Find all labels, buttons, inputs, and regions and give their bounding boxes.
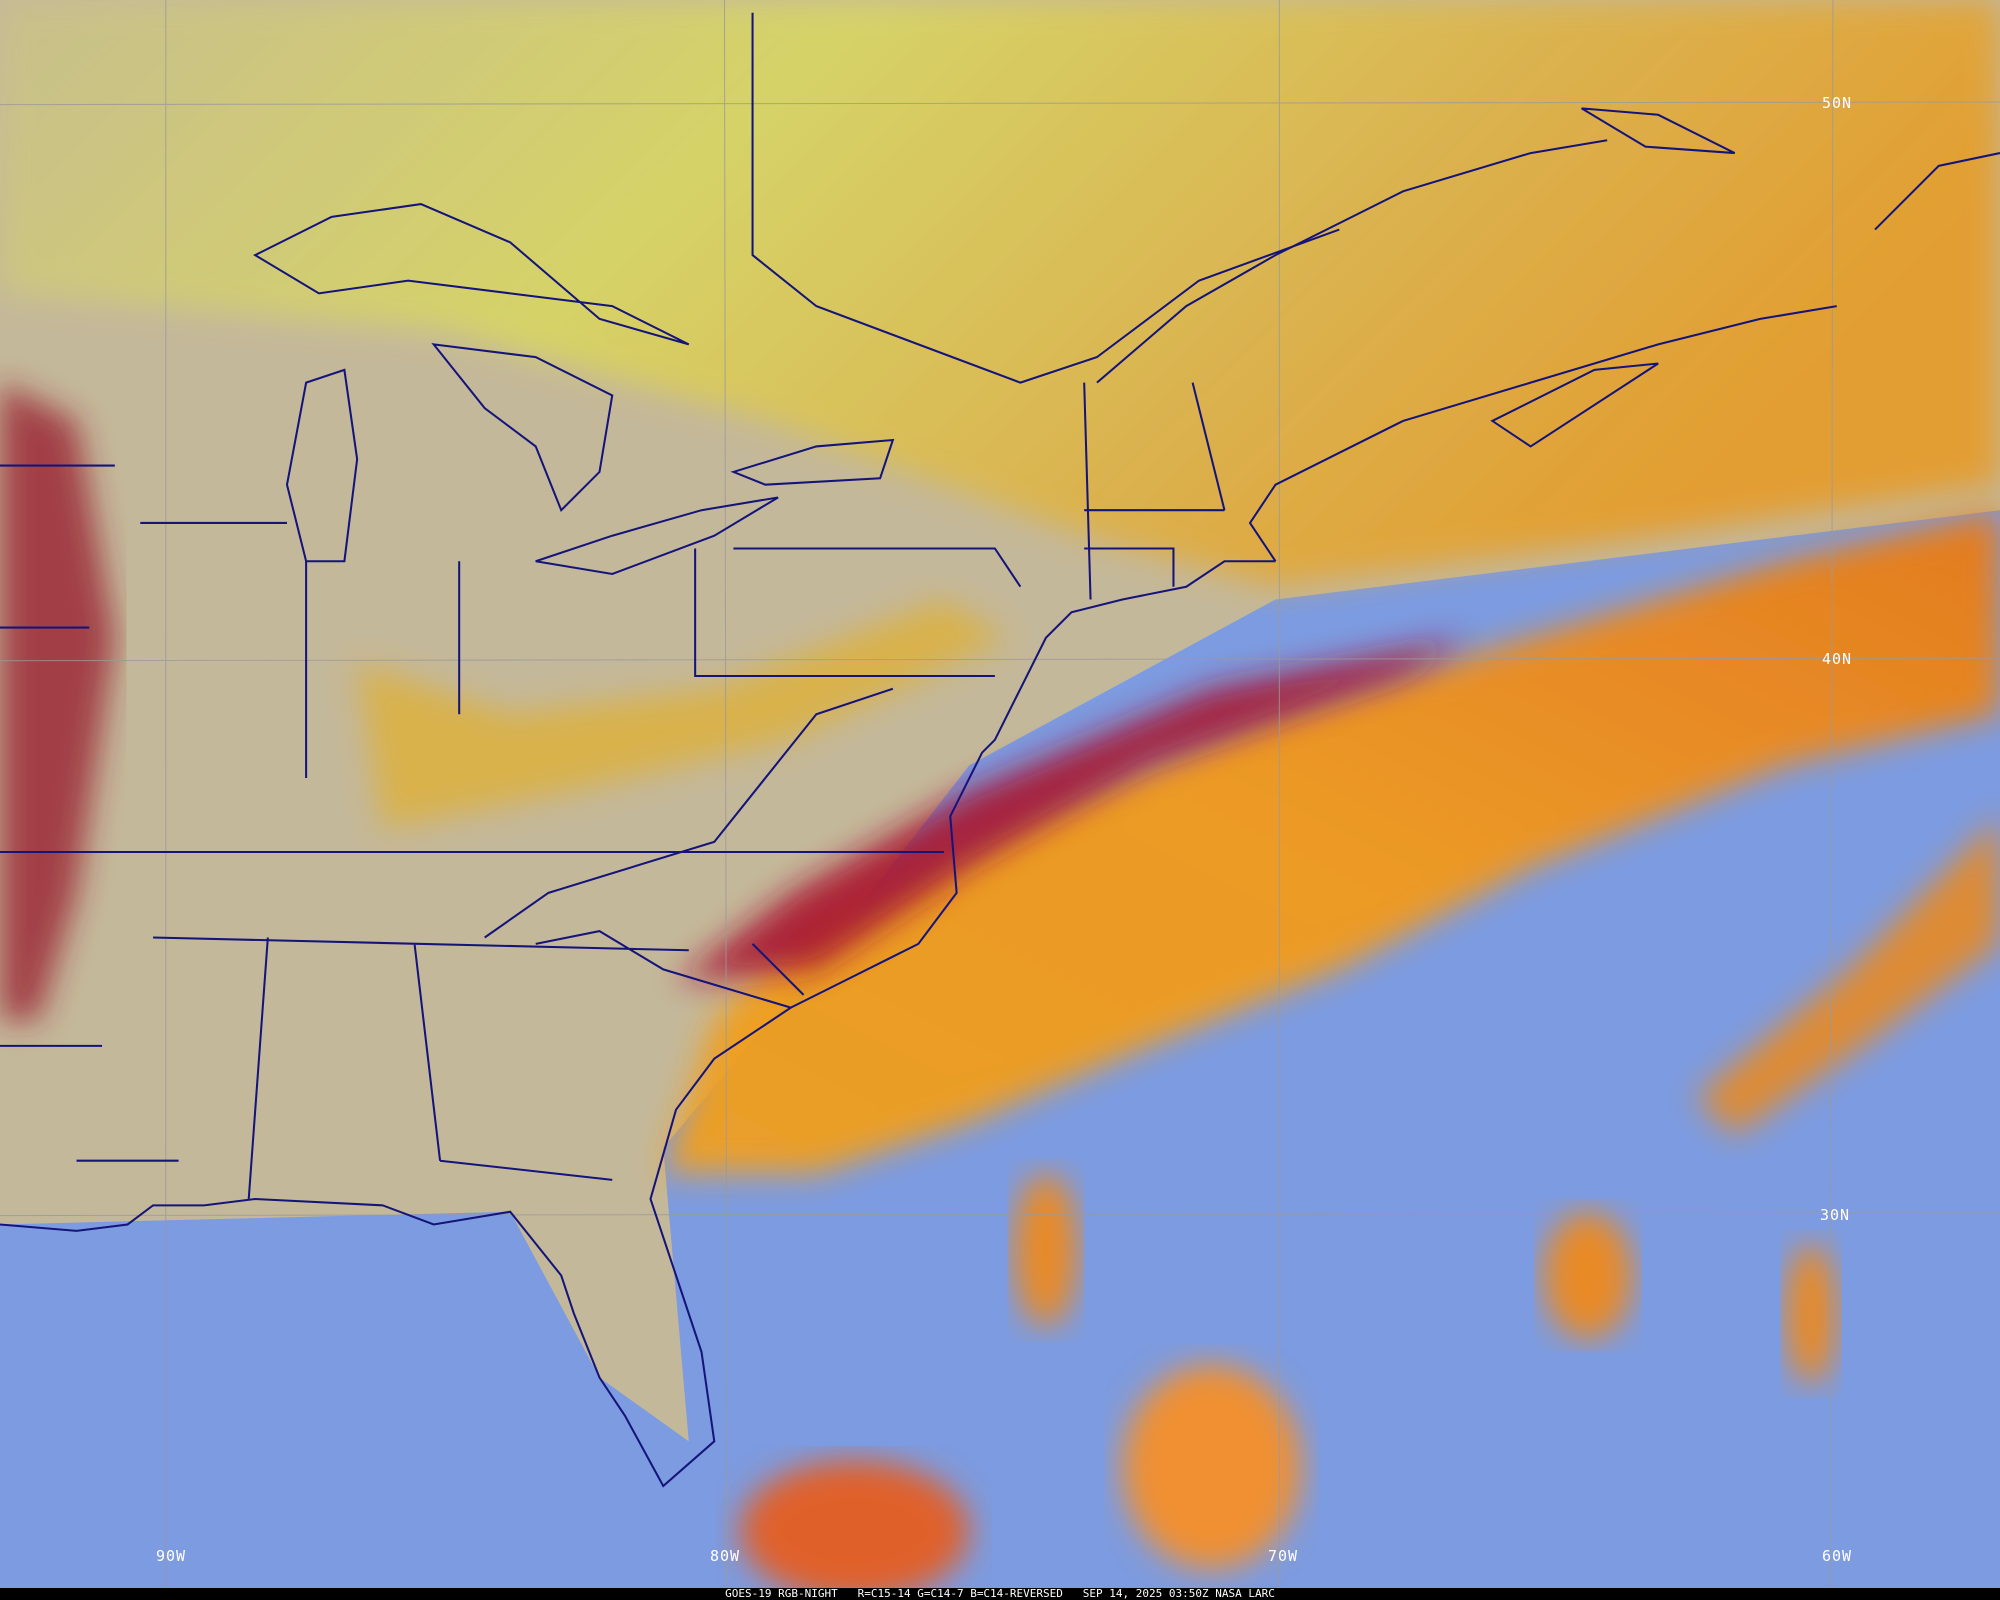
lat-label-50n: 50N (1822, 94, 1853, 112)
western-cloud-band (0, 382, 115, 1021)
ohio-valley-clouds (357, 599, 1008, 830)
lon-label-60w: 60W (1822, 1547, 1853, 1565)
frontal-cloud-band (663, 510, 2000, 1174)
canada-coastline (1096, 107, 2000, 562)
convection-cell (1014, 1173, 1078, 1327)
lat-label-40n: 40N (1822, 650, 1853, 668)
caribbean-convection (739, 1460, 970, 1588)
convection-cell (1543, 1211, 1633, 1340)
lake-superior (252, 203, 690, 346)
coastlines-and-borders (0, 12, 2000, 1488)
us-state-lines (0, 382, 1226, 1200)
northern-cloud-shield (0, 0, 2000, 587)
lon-label-70w: 70W (1268, 1547, 1299, 1565)
atlantic-coastline (0, 560, 1276, 1488)
lon-label-80w: 80W (710, 1547, 741, 1565)
lake-michigan (285, 368, 359, 563)
convection-cell (1785, 1243, 1837, 1384)
caribbean-convection-2 (1122, 1364, 1302, 1569)
lake-huron (431, 343, 614, 513)
lat-label-30n: 30N (1820, 1206, 1851, 1224)
atlantic-convection (1696, 816, 2000, 1136)
lake-ontario (730, 438, 895, 486)
st-lawrence-border (751, 12, 1340, 384)
lake-erie (535, 496, 779, 576)
lon-label-90w: 90W (156, 1547, 187, 1565)
image-caption-bar: GOES-19 RGB-NIGHT R=C15-14 G=C14-7 B=C14… (0, 1588, 2000, 1600)
frontal-red-edge (676, 637, 1467, 983)
